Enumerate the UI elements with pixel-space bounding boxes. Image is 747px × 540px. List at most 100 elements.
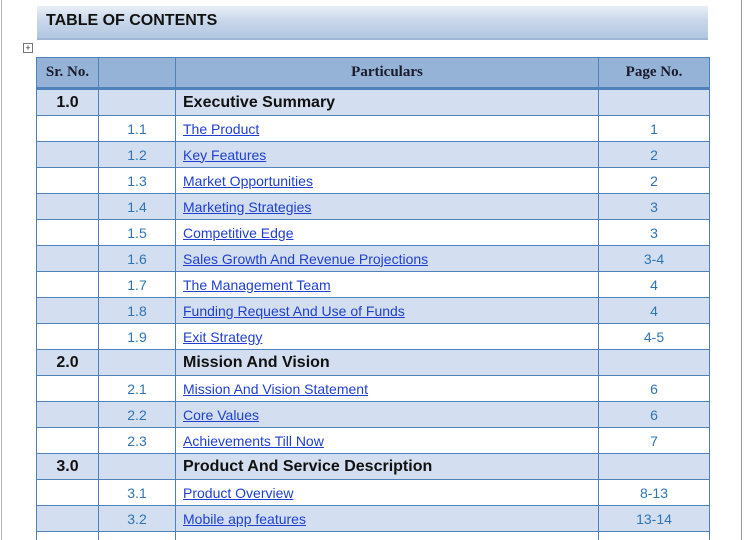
entry-row: 1.3 Market Opportunities 2 <box>36 167 710 194</box>
table-row <box>36 531 710 540</box>
entry-link[interactable]: Mission And Vision Statement <box>175 375 599 402</box>
cell <box>36 245 99 272</box>
entry-number: 1.7 <box>98 271 176 298</box>
entry-row: 1.2 Key Features 2 <box>36 141 710 168</box>
entry-link[interactable]: Funding Request And Use of Funds <box>175 297 599 324</box>
page-edge <box>741 0 742 540</box>
cell <box>98 349 176 376</box>
entry-number: 2.2 <box>98 401 176 428</box>
section-number: 2.0 <box>36 349 99 376</box>
entry-row: 3.2 Mobile app features 13-14 <box>36 505 710 532</box>
cell <box>36 323 99 350</box>
section-number: 3.0 <box>36 453 99 480</box>
entry-row: 1.8 Funding Request And Use of Funds 4 <box>36 297 710 324</box>
entry-row: 1.4 Marketing Strategies 3 <box>36 193 710 220</box>
table-move-handle[interactable]: + <box>23 43 33 53</box>
cell <box>98 531 176 540</box>
cell <box>98 88 176 116</box>
entry-link[interactable]: Key Features <box>175 141 599 168</box>
entry-link[interactable]: Marketing Strategies <box>175 193 599 220</box>
cell <box>36 427 99 454</box>
section-row: 2.0 Mission And Vision <box>36 349 710 376</box>
cell <box>36 531 99 540</box>
entry-link[interactable]: Achievements Till Now <box>175 427 599 454</box>
page-number: 6 <box>598 401 710 428</box>
cell <box>36 141 99 168</box>
cell <box>598 453 710 480</box>
cell <box>36 297 99 324</box>
header-row: Sr. No. Particulars Page No. <box>36 57 710 90</box>
cell <box>36 401 99 428</box>
page-number: 3 <box>598 193 710 220</box>
entry-link[interactable]: Sales Growth And Revenue Projections <box>175 245 599 272</box>
header-cell: Particulars <box>175 57 599 90</box>
page-number: 2 <box>598 141 710 168</box>
entry-link[interactable]: The Product <box>175 115 599 142</box>
entry-number: 1.5 <box>98 219 176 246</box>
page-number: 4-5 <box>598 323 710 350</box>
entry-row: 1.6 Sales Growth And Revenue Projections 3… <box>36 245 710 272</box>
entry-row: 1.5 Competitive Edge 3 <box>36 219 710 246</box>
page-number: 1 <box>598 115 710 142</box>
page-number: 4 <box>598 297 710 324</box>
page-number: 4 <box>598 271 710 298</box>
entry-link[interactable]: The Management Team <box>175 271 599 298</box>
cell <box>98 453 176 480</box>
entry-number: 2.1 <box>98 375 176 402</box>
page-number: 2 <box>598 167 710 194</box>
page-number: 13-14 <box>598 505 710 532</box>
entry-row: 1.7 The Management Team 4 <box>36 271 710 298</box>
page-number: 3 <box>598 219 710 246</box>
entry-number: 3.2 <box>98 505 176 532</box>
page-number: 8-13 <box>598 479 710 506</box>
entry-link[interactable]: Market Opportunities <box>175 167 599 194</box>
header-cell: Sr. No. <box>36 57 99 90</box>
entry-row: 1.1 The Product 1 <box>36 115 710 142</box>
entry-link[interactable]: Product Overview <box>175 479 599 506</box>
cell <box>36 479 99 506</box>
entry-number: 1.6 <box>98 245 176 272</box>
entry-row: 2.2 Core Values 6 <box>36 401 710 428</box>
entry-number: 1.9 <box>98 323 176 350</box>
section-number: 1.0 <box>36 88 99 116</box>
cell <box>598 349 710 376</box>
entry-number: 2.3 <box>98 427 176 454</box>
section-title: Mission And Vision <box>175 349 599 376</box>
entry-row: 2.1 Mission And Vision Statement 6 <box>36 375 710 402</box>
cell <box>36 505 99 532</box>
entry-row: 3.1 Product Overview 8-13 <box>36 479 710 506</box>
section-title: Product And Service Description <box>175 453 599 480</box>
cell <box>36 219 99 246</box>
entry-number: 1.4 <box>98 193 176 220</box>
entry-link[interactable]: Competitive Edge <box>175 219 599 246</box>
section-title: Executive Summary <box>175 88 599 116</box>
page-number: 7 <box>598 427 710 454</box>
cell <box>175 531 599 540</box>
section-row: 1.0 Executive Summary <box>36 88 710 116</box>
toc-table: Sr. No. Particulars Page No. 1.0 Executiv… <box>36 57 710 540</box>
cell <box>598 531 710 540</box>
entry-row: 2.3 Achievements Till Now 7 <box>36 427 710 454</box>
entry-number: 1.1 <box>98 115 176 142</box>
cell <box>36 375 99 402</box>
entry-number: 1.8 <box>98 297 176 324</box>
header-cell: Page No. <box>598 57 710 90</box>
entry-row: 1.9 Exit Strategy 4-5 <box>36 323 710 350</box>
entry-number: 1.2 <box>98 141 176 168</box>
cell <box>598 88 710 116</box>
cell <box>36 115 99 142</box>
entry-link[interactable]: Exit Strategy <box>175 323 599 350</box>
entry-number: 1.3 <box>98 167 176 194</box>
page-number: 6 <box>598 375 710 402</box>
entry-number: 3.1 <box>98 479 176 506</box>
page-edge <box>1 0 2 540</box>
entry-link[interactable]: Mobile app features <box>175 505 599 532</box>
toc-title: TABLE OF CONTENTS <box>37 6 708 40</box>
header-cell <box>98 57 176 90</box>
entry-link[interactable]: Core Values <box>175 401 599 428</box>
page-number: 3-4 <box>598 245 710 272</box>
section-row: 3.0 Product And Service Description <box>36 453 710 480</box>
cell <box>36 271 99 298</box>
cell <box>36 167 99 194</box>
